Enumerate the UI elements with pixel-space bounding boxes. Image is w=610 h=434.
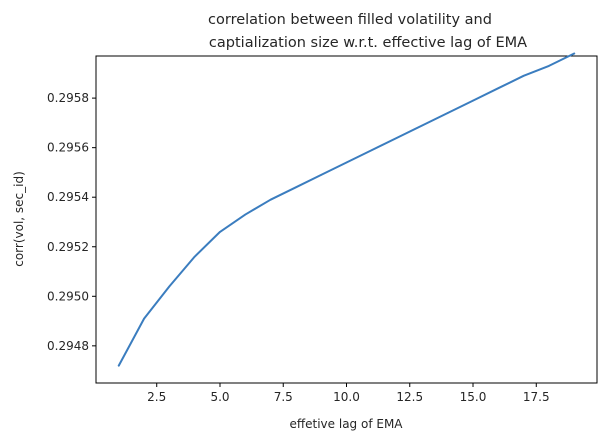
data-point bbox=[219, 231, 221, 233]
x-axis-label: effetive lag of EMA bbox=[289, 417, 403, 431]
data-point bbox=[548, 65, 550, 67]
x-tick-label: 10.0 bbox=[333, 390, 360, 404]
chart-title-line-1: correlation between filled volatility an… bbox=[208, 12, 492, 28]
data-point bbox=[168, 285, 171, 288]
y-tick-label: 0.2956 bbox=[47, 141, 89, 155]
y-tick-label: 0.2948 bbox=[47, 339, 89, 353]
y-axis-label: corr(vol, sec_id) bbox=[12, 171, 26, 267]
data-point bbox=[522, 75, 525, 77]
x-tick-label: 2.5 bbox=[147, 390, 166, 404]
data-point bbox=[573, 52, 576, 55]
x-tick-label: 12.5 bbox=[396, 390, 423, 404]
data-point bbox=[143, 317, 145, 320]
data-point bbox=[345, 161, 348, 164]
data-point bbox=[193, 255, 196, 258]
y-tick-label: 0.2950 bbox=[47, 289, 89, 303]
data-point bbox=[244, 213, 247, 216]
x-tick-label: 15.0 bbox=[460, 390, 487, 404]
data-point bbox=[269, 198, 272, 201]
data-point bbox=[421, 124, 424, 127]
y-tick-label: 0.2952 bbox=[47, 240, 89, 254]
x-axis-ticks: 2.5 5.0 7.5 10.0 12.5 15.0 17.5 bbox=[147, 383, 550, 404]
data-point bbox=[446, 112, 449, 114]
x-tick-label: 7.5 bbox=[274, 390, 293, 404]
chart-title: correlation between filled volatility an… bbox=[208, 12, 527, 51]
chart-title-line-2: captialization size w.r.t. effective lag… bbox=[209, 35, 527, 51]
data-point bbox=[117, 364, 120, 367]
data-point bbox=[371, 149, 373, 151]
x-tick-label: 5.0 bbox=[210, 390, 229, 404]
y-tick-label: 0.2958 bbox=[47, 91, 89, 105]
y-axis-ticks: 0.2948 0.2950 0.2952 0.2954 0.2956 0.2958 bbox=[47, 91, 96, 353]
data-point bbox=[497, 87, 500, 90]
data-point bbox=[320, 174, 322, 176]
data-point bbox=[295, 186, 297, 189]
data-point bbox=[396, 136, 398, 139]
data-point bbox=[472, 99, 474, 102]
series-layer bbox=[117, 52, 576, 367]
y-tick-label: 0.2954 bbox=[47, 190, 89, 204]
x-tick-label: 17.5 bbox=[523, 390, 550, 404]
